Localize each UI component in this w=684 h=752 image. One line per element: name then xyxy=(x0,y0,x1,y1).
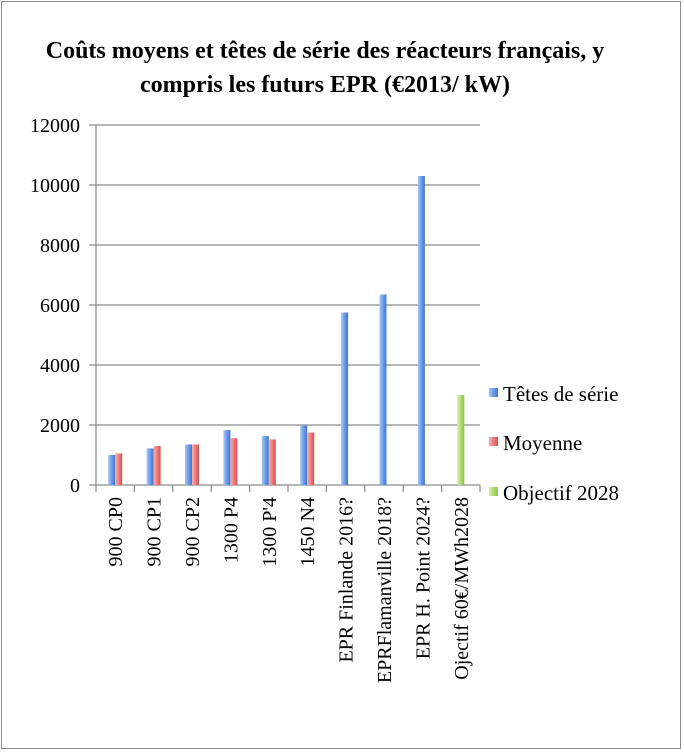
y-tick-label: 2000 xyxy=(40,415,80,437)
legend-label: Têtes de série xyxy=(503,382,618,406)
y-tick-label: 10000 xyxy=(30,175,80,197)
x-category-label: EPR H. Point 2024? xyxy=(412,497,434,659)
bar-t-tes-de-s-rie-7 xyxy=(379,294,387,485)
x-category-label: Ojectif 60€/MWh2028 xyxy=(451,497,473,680)
bar-moyenne-2 xyxy=(192,444,199,485)
bar-t-tes-de-s-rie-4 xyxy=(261,436,269,485)
legend-swatch xyxy=(489,388,498,397)
x-category-label: 1450 N4 xyxy=(297,497,319,566)
legend-label: Moyenne xyxy=(503,431,582,455)
bar-t-tes-de-s-rie-1 xyxy=(146,448,154,485)
y-tick-label: 6000 xyxy=(40,295,80,317)
chart-title: Coûts moyens et têtes de série des réact… xyxy=(45,38,605,98)
y-tick-label: 0 xyxy=(70,475,80,497)
bar-t-tes-de-s-rie-8 xyxy=(417,176,425,485)
bar-objectif-2028-9 xyxy=(457,395,465,485)
y-tick-label: 12000 xyxy=(30,115,80,137)
bar-t-tes-de-s-rie-2 xyxy=(185,444,192,485)
bar-t-tes-de-s-rie-0 xyxy=(108,455,116,485)
bar-t-tes-de-s-rie-3 xyxy=(223,430,231,485)
bar-moyenne-5 xyxy=(307,432,315,485)
bar-t-tes-de-s-rie-5 xyxy=(300,425,308,485)
x-category-label: EPRFlamanville 2018? xyxy=(374,497,396,683)
bar-t-tes-de-s-rie-6 xyxy=(341,312,349,485)
bar-moyenne-0 xyxy=(115,453,123,485)
legend-swatch xyxy=(489,437,498,446)
legend-label: Objectif 2028 xyxy=(503,481,619,505)
bar-moyenne-1 xyxy=(153,446,161,485)
x-category-label: 1300 P4 xyxy=(220,497,242,563)
x-category-label: EPR Finlande 2016? xyxy=(336,497,358,663)
x-category-label: 1300 P'4 xyxy=(259,497,281,567)
x-category-label: 900 CP2 xyxy=(182,497,204,566)
x-category-label: 900 CP1 xyxy=(144,497,166,566)
y-tick-label: 8000 xyxy=(40,235,80,257)
legend-swatch xyxy=(489,487,498,496)
y-tick-label: 4000 xyxy=(40,355,80,377)
x-category-label: 900 CP0 xyxy=(105,497,127,566)
bar-moyenne-3 xyxy=(230,438,238,485)
bar-moyenne-4 xyxy=(268,439,276,485)
